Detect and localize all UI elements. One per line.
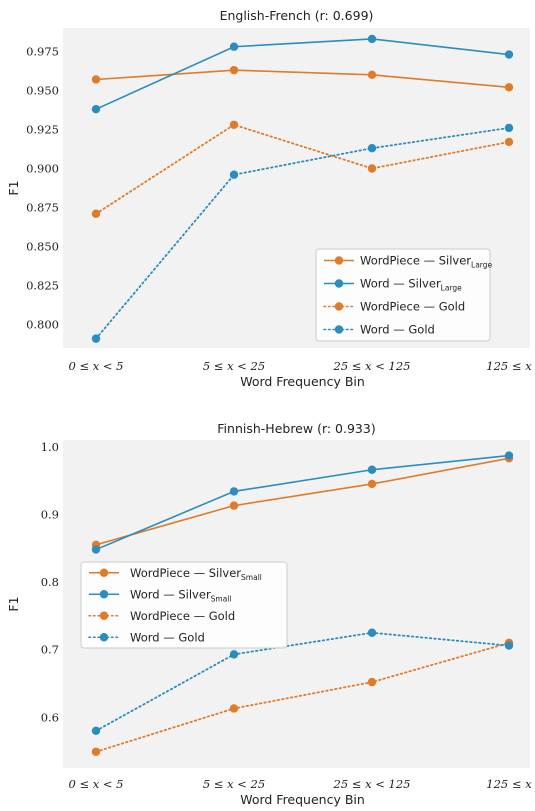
y-tick-label: 0.9 <box>41 507 59 521</box>
data-point <box>367 628 377 637</box>
legend-marker <box>334 256 344 265</box>
data-point <box>367 479 377 489</box>
legend-label: Word — Gold <box>130 630 205 644</box>
legend-marker <box>334 302 344 311</box>
series-line-2 <box>95 38 510 110</box>
legend-label: Word — SilverSmall <box>130 587 232 603</box>
y-tick-label: 0.925 <box>26 122 59 136</box>
data-point <box>91 726 101 736</box>
data-point <box>229 120 239 129</box>
data-point <box>367 70 377 80</box>
legend-marker <box>334 325 344 334</box>
data-point <box>504 451 514 460</box>
data-point <box>504 83 514 92</box>
legend-box <box>80 561 288 649</box>
data-point <box>229 650 239 659</box>
legend-label: WordPiece — SilverSmall <box>130 566 262 582</box>
y-tick-label: 0.900 <box>26 161 59 175</box>
data-point <box>91 209 101 218</box>
y-tick-label: 0.6 <box>41 710 59 724</box>
legend-marker <box>99 633 109 642</box>
data-point <box>367 465 377 474</box>
legend-label: Word — SilverLarge <box>360 277 462 293</box>
legend-box <box>315 248 491 342</box>
data-point <box>229 170 239 179</box>
y-tick-label: 0.975 <box>26 44 59 58</box>
data-point <box>91 747 101 756</box>
legend: WordPiece — SilverSmall Word — SilverSmal… <box>80 561 288 649</box>
legend-label: WordPiece — Gold <box>360 300 465 314</box>
x-tick-label: 25 ≤ x < 125 <box>333 359 411 373</box>
data-point <box>367 164 377 173</box>
x-axis-label: Word Frequency Bin <box>240 374 365 389</box>
x-tick-label: 5 ≤ x < 25 <box>203 359 265 373</box>
data-point <box>229 487 239 496</box>
x-tick-label: 5 ≤ x < 25 <box>203 777 265 791</box>
series-line-1 <box>95 69 510 89</box>
legend-label: Word — Gold <box>360 323 435 337</box>
chart-title: English-French (r: 0.699) <box>220 8 374 23</box>
data-point <box>504 137 514 147</box>
y-tick-label: 0.875 <box>26 201 59 215</box>
series-line-1 <box>95 457 510 546</box>
data-point <box>504 50 514 59</box>
y-tick-label: 1.0 <box>41 440 59 454</box>
series-line-3 <box>95 123 510 215</box>
y-tick-label: 0.8 <box>41 575 59 589</box>
legend-marker <box>99 590 109 599</box>
x-tick-label: 125 ≤ x <box>486 777 532 791</box>
x-axis-label: Word Frequency Bin <box>240 792 365 807</box>
data-point <box>367 143 377 153</box>
y-tick-label: 0.800 <box>26 318 59 332</box>
y-tick-label: 0.950 <box>26 83 59 97</box>
data-point <box>91 75 101 84</box>
legend-marker <box>334 279 344 288</box>
legend-marker <box>99 568 109 577</box>
data-point <box>229 65 239 75</box>
legend-label: WordPiece — SilverLarge <box>360 254 493 270</box>
x-tick-label: 125 ≤ x <box>486 359 532 373</box>
series-line-3 <box>95 641 510 753</box>
x-tick-label: 0 ≤ x < 5 <box>68 359 123 373</box>
y-axis-label: F1 <box>6 180 21 195</box>
legend: WordPiece — SilverLarge Word — SilverLarg… <box>315 248 493 342</box>
chart-panel-2: Finnish-Hebrew (r: 0.933) 0.6 0.7 0.8 0.9 1.0… <box>6 421 532 807</box>
y-tick-label: 0.7 <box>41 643 59 657</box>
series-line-4 <box>95 631 510 732</box>
data-point <box>229 42 239 51</box>
data-point <box>91 334 101 343</box>
series-line-2 <box>95 454 510 551</box>
x-tick-label: 25 ≤ x < 125 <box>333 777 411 791</box>
chart-title: Finnish-Hebrew (r: 0.933) <box>217 421 375 436</box>
data-point <box>504 123 514 133</box>
data-point <box>367 34 377 44</box>
data-point <box>91 104 101 114</box>
x-tick-label: 0 ≤ x < 5 <box>68 777 123 791</box>
series-line-4 <box>95 127 510 340</box>
y-axis-label: F1 <box>6 596 21 611</box>
y-tick-label: 0.850 <box>26 240 59 254</box>
data-point <box>229 704 239 713</box>
data-point <box>504 641 514 650</box>
legend-marker <box>99 611 109 620</box>
legend-label: WordPiece — Gold <box>130 609 235 623</box>
data-point <box>91 545 101 554</box>
data-point <box>367 677 377 687</box>
y-tick-label: 0.825 <box>26 279 59 293</box>
data-point <box>229 501 239 510</box>
chart-panel-1: English-French (r: 0.699) 0.800 0.825 0.850… <box>6 8 532 389</box>
